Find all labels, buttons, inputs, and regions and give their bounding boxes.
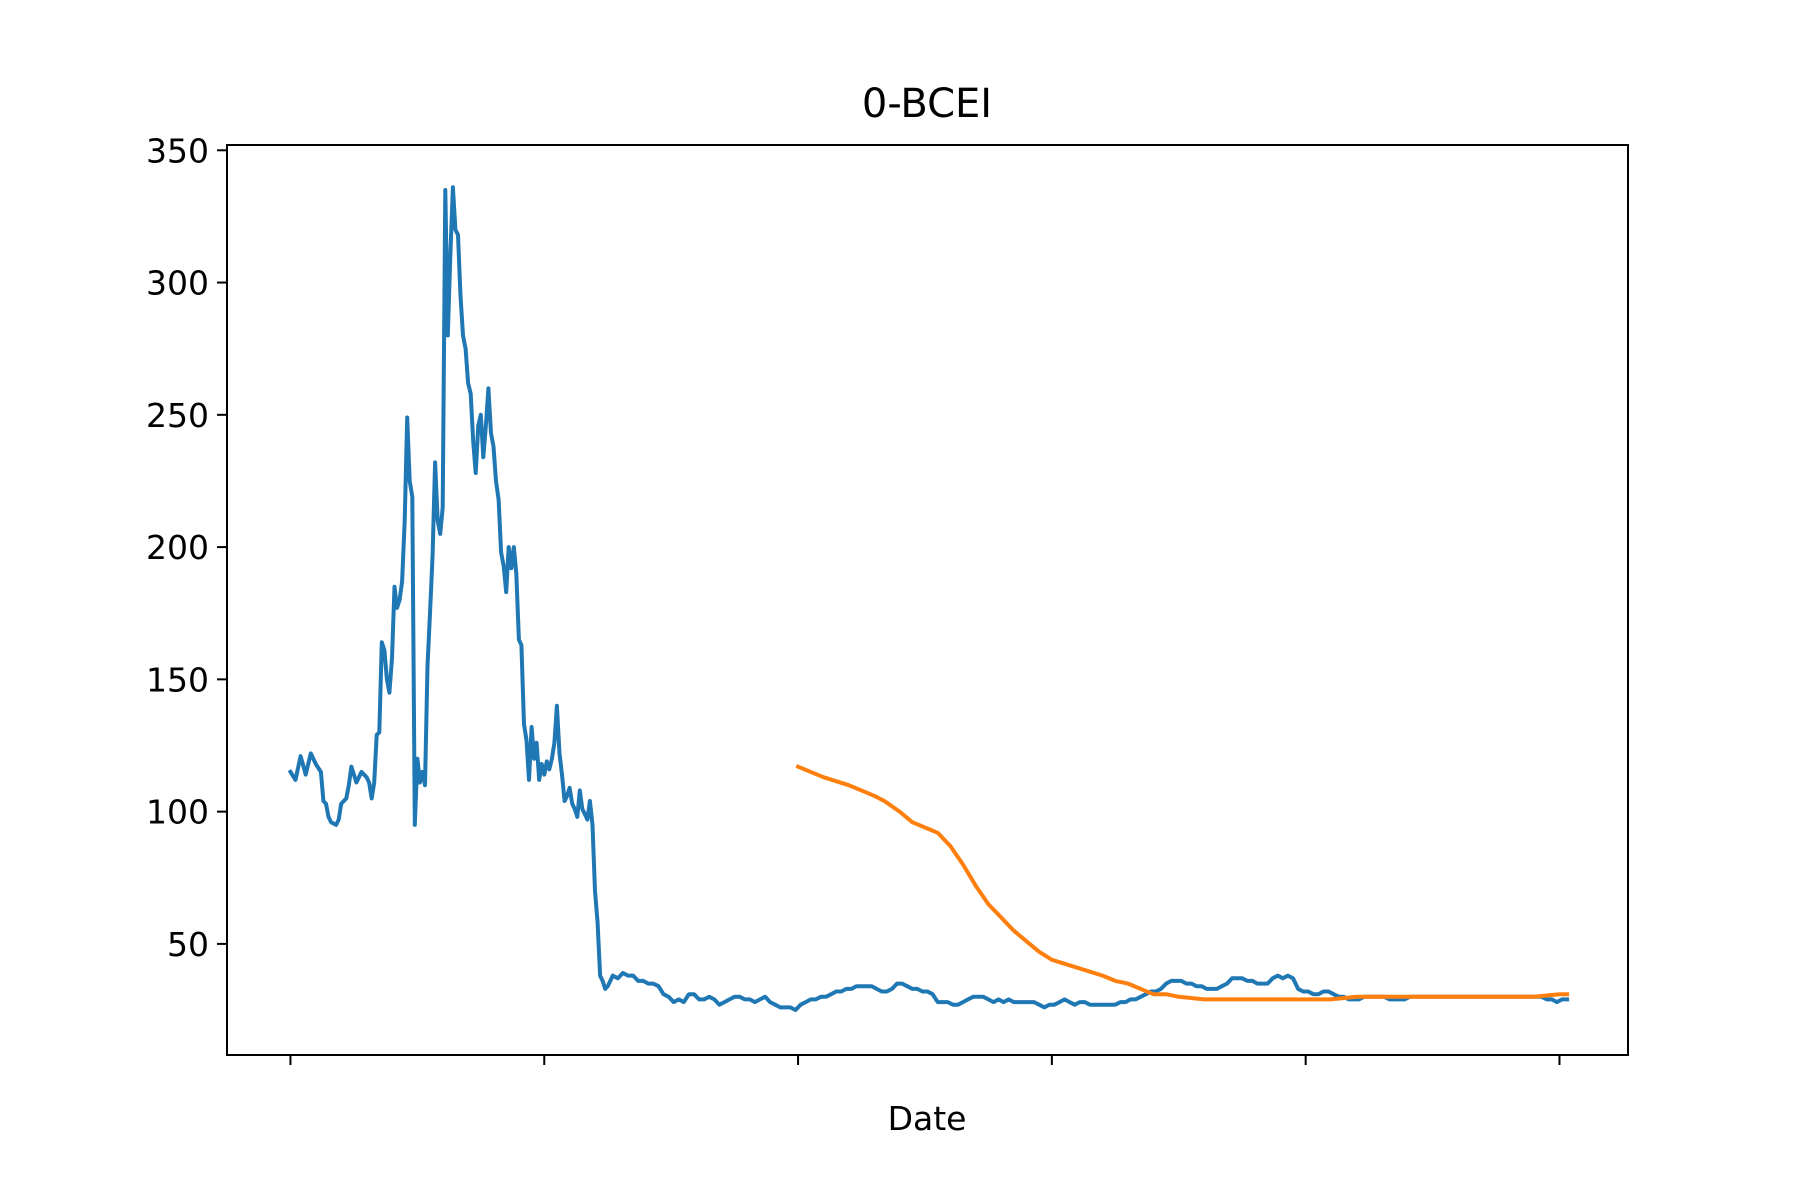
y-tick-label-100: 100	[146, 793, 209, 832]
y-tick-label-50: 50	[167, 925, 209, 964]
y-tick-label-350: 350	[146, 131, 209, 170]
y-tick-label-300: 300	[146, 264, 209, 303]
y-tick-label-250: 250	[146, 396, 209, 435]
series-line-1	[287, 185, 1570, 1012]
plot-area	[226, 144, 1629, 1056]
x-axis	[289, 1055, 1561, 1065]
y-tick-label-200: 200	[146, 528, 209, 567]
series-line-2	[795, 764, 1570, 1002]
x-axis-label: Date	[888, 1099, 967, 1138]
y-tick-label-150: 150	[146, 660, 209, 699]
y-axis: 50 100 150 200 250 300 350	[146, 131, 227, 964]
plot-frame	[226, 144, 1629, 1056]
chart-title: 0-BCEI	[862, 81, 992, 127]
